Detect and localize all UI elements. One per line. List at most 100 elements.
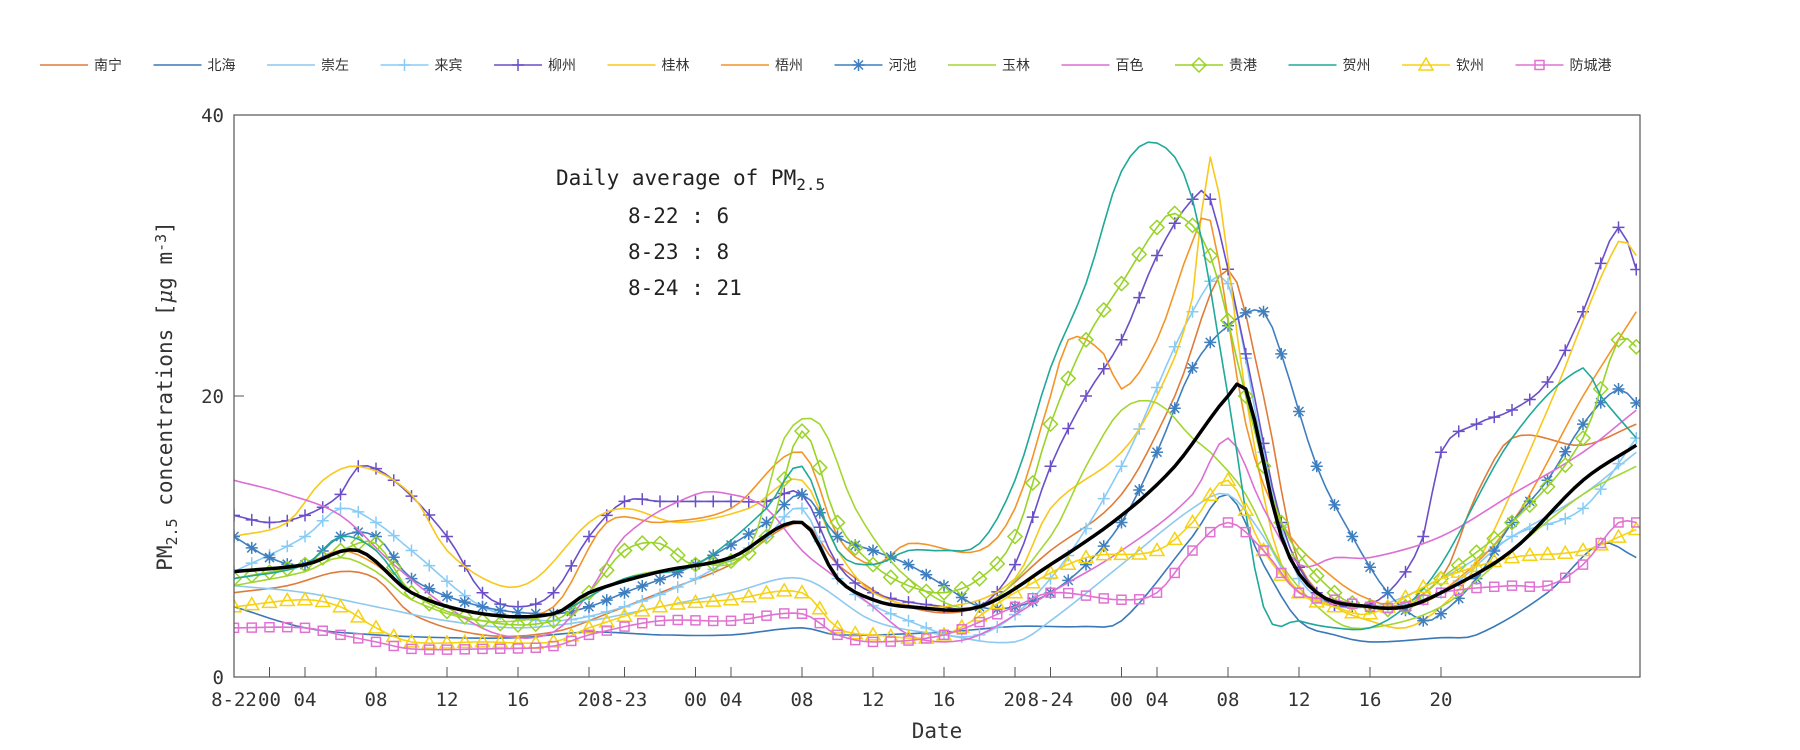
data-point-marker (776, 471, 793, 488)
data-point-marker (600, 594, 613, 607)
data-point-marker (246, 622, 257, 633)
data-point-marker (1592, 536, 1610, 551)
data-point-marker (1258, 545, 1269, 556)
data-point-marker (441, 590, 453, 603)
data-point-marker (971, 607, 988, 622)
data-point-marker (1417, 56, 1435, 71)
data-point-marker (1612, 221, 1625, 234)
data-point-marker (299, 530, 311, 543)
data-point-marker (849, 539, 862, 552)
data-point-marker (398, 59, 411, 71)
data-point-marker (1560, 572, 1571, 584)
data-point-marker (1630, 432, 1640, 445)
data-point-marker (1541, 375, 1554, 388)
data-point-marker (388, 640, 399, 652)
data-point-marker (1432, 570, 1450, 585)
x-tick-label: 20 (1004, 689, 1027, 711)
data-point-marker (1612, 382, 1625, 395)
data-point-marker (1044, 460, 1057, 473)
data-point-marker (654, 573, 666, 586)
x-tick-label: 00 (258, 689, 281, 711)
data-point-marker (1631, 517, 1640, 528)
y-axis-title-sup: -3 (152, 234, 170, 252)
data-point-marker (852, 59, 865, 71)
data-point-marker (1204, 193, 1217, 206)
data-point-marker (1190, 56, 1208, 74)
data-point-marker (282, 621, 293, 633)
legend-item: 北海 (153, 58, 236, 74)
data-point-marker (743, 613, 754, 625)
annotation-line-8-22: 8-22 : 6 (628, 204, 729, 228)
data-point-marker (1187, 545, 1198, 556)
x-tick-label: 16 (507, 689, 530, 711)
data-point-marker (1042, 416, 1059, 433)
data-point-marker (491, 633, 509, 649)
y-tick-label: 40 (201, 105, 224, 127)
data-point-marker (761, 610, 772, 621)
data-point-marker (1166, 530, 1184, 546)
data-point-marker (509, 616, 527, 633)
data-point-marker (689, 572, 702, 585)
data-point-marker (831, 558, 844, 571)
data-point-marker (864, 556, 882, 573)
data-point-marker (1417, 614, 1430, 627)
data-point-marker (867, 636, 879, 648)
legend-label: 防城港 (1570, 58, 1612, 74)
legend-item: 柳州 (494, 57, 576, 74)
data-point-marker (420, 634, 438, 649)
data-point-marker (1343, 604, 1361, 619)
legend: 南宁 北海 崇左 来宾 柳州 桂林 梧州 河池 玉林 百色 贵港 贺州 钦州 防城港 (40, 56, 1612, 74)
data-point-marker (1610, 331, 1627, 348)
data-point-marker (935, 584, 953, 601)
data-point-marker (1063, 587, 1074, 599)
data-point-marker (1559, 512, 1572, 525)
y-axis-title: PM2.5 concentrations [μg m-3] (152, 221, 181, 571)
data-point-marker (992, 609, 1003, 620)
data-point-marker (1328, 498, 1341, 511)
data-point-marker (1237, 501, 1255, 516)
data-point-marker (1435, 607, 1447, 620)
data-point-marker (423, 559, 436, 572)
legend-item: 南宁 (40, 57, 122, 74)
data-point-marker (1186, 361, 1199, 374)
data-point-marker (314, 592, 332, 608)
legend-item: 贵港 (1175, 56, 1257, 74)
legend-label: 玉林 (1002, 58, 1030, 74)
data-point-marker (884, 551, 897, 564)
legend-label: 钦州 (1456, 58, 1484, 74)
legend-label: 贵港 (1229, 58, 1257, 74)
data-point-marker (796, 502, 808, 515)
data-point-marker (1556, 544, 1574, 559)
data-point-marker (831, 530, 844, 543)
data-point-marker (1577, 418, 1589, 431)
data-point-marker (1326, 598, 1343, 613)
data-point-marker (495, 643, 506, 654)
series-line (234, 212, 1637, 626)
legend-label: 百色 (1116, 57, 1144, 74)
data-point-marker (778, 510, 791, 523)
data-point-marker (1151, 446, 1163, 459)
data-point-marker (725, 538, 737, 551)
data-point-marker (332, 598, 349, 613)
legend-item: 崇左 (267, 58, 349, 74)
data-point-marker (1574, 542, 1592, 557)
data-point-marker (971, 570, 988, 587)
x-tick-label: 04 (1146, 689, 1169, 711)
data-point-marker (1148, 219, 1166, 236)
legend-item: 梧州 (721, 58, 803, 74)
series-line (234, 274, 1637, 638)
data-point-marker (1113, 275, 1130, 292)
data-point-marker (1506, 530, 1518, 543)
data-point-marker (793, 584, 811, 599)
data-point-marker (367, 619, 385, 634)
series-北海 (234, 493, 1637, 643)
data-point-marker (317, 625, 328, 637)
data-point-marker (1257, 305, 1270, 318)
data-point-marker (760, 516, 773, 529)
series-崇左 (234, 451, 1637, 644)
data-point-marker (708, 615, 719, 627)
data-point-marker (974, 616, 985, 628)
y-axis-title-suffix: concentrations [ (153, 303, 177, 518)
x-tick-label: 08 (791, 689, 814, 711)
data-point-marker (1095, 301, 1112, 319)
